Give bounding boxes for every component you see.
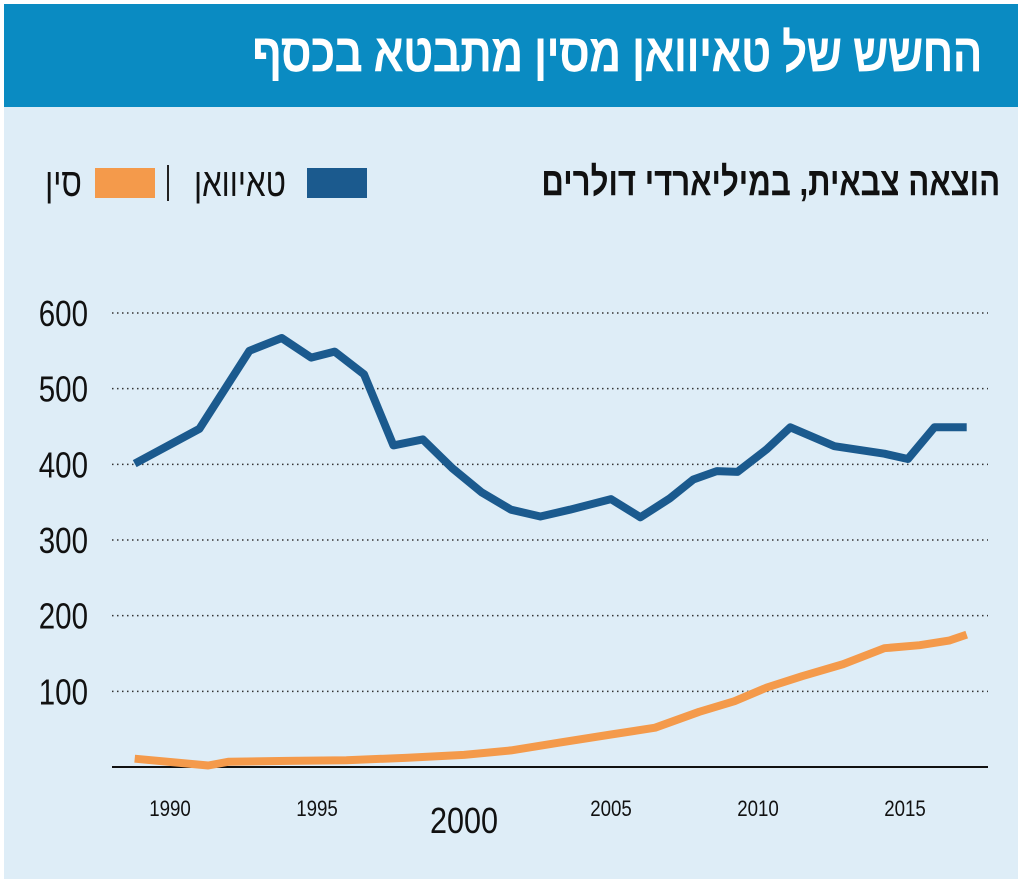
x-tick-label: 2005 — [590, 798, 632, 822]
legend-swatch-taiwan — [306, 168, 367, 198]
y-tick-label: 300 — [39, 520, 88, 560]
x-axis-ticks: 1990 1995 2000 2005 2010 2015 — [149, 798, 926, 842]
title-banner: החשש של טאיוואן מסין מתבטא בכסף — [4, 4, 1018, 107]
series-line-china — [134, 630, 968, 770]
x-tick-label: 2000 — [430, 802, 498, 842]
legend: טאיוואן סין — [40, 160, 367, 206]
x-tick-label: 2010 — [737, 798, 779, 822]
chart-subtitle: הוצאה צבאית, במיליארדי דולרים — [541, 160, 1000, 204]
x-tick-label: 1990 — [149, 798, 191, 822]
y-axis-ticks: 100 200 300 400 500 600 — [39, 293, 88, 712]
y-tick-label: 500 — [39, 369, 88, 409]
y-tick-label: 200 — [39, 596, 88, 636]
series-line-taiwan — [132, 334, 967, 522]
chart-title: החשש של טאיוואן מסין מתבטא בכסף — [252, 23, 982, 83]
legend-swatch-china — [95, 168, 156, 198]
x-tick-label: 2015 — [884, 798, 926, 822]
legend-item-taiwan: טאיוואן — [181, 161, 367, 206]
y-tick-label: 100 — [39, 672, 88, 712]
x-tick-label: 1995 — [296, 798, 338, 822]
legend-label-china: סין — [45, 160, 82, 205]
series-lines — [132, 334, 968, 770]
legend-item-china: סין — [40, 160, 156, 206]
y-tick-label: 400 — [39, 445, 88, 485]
legend-label-taiwan: טאיוואן — [193, 160, 286, 205]
y-tick-label: 600 — [39, 293, 88, 333]
gridlines — [112, 312, 988, 693]
legend-separator — [167, 165, 170, 201]
